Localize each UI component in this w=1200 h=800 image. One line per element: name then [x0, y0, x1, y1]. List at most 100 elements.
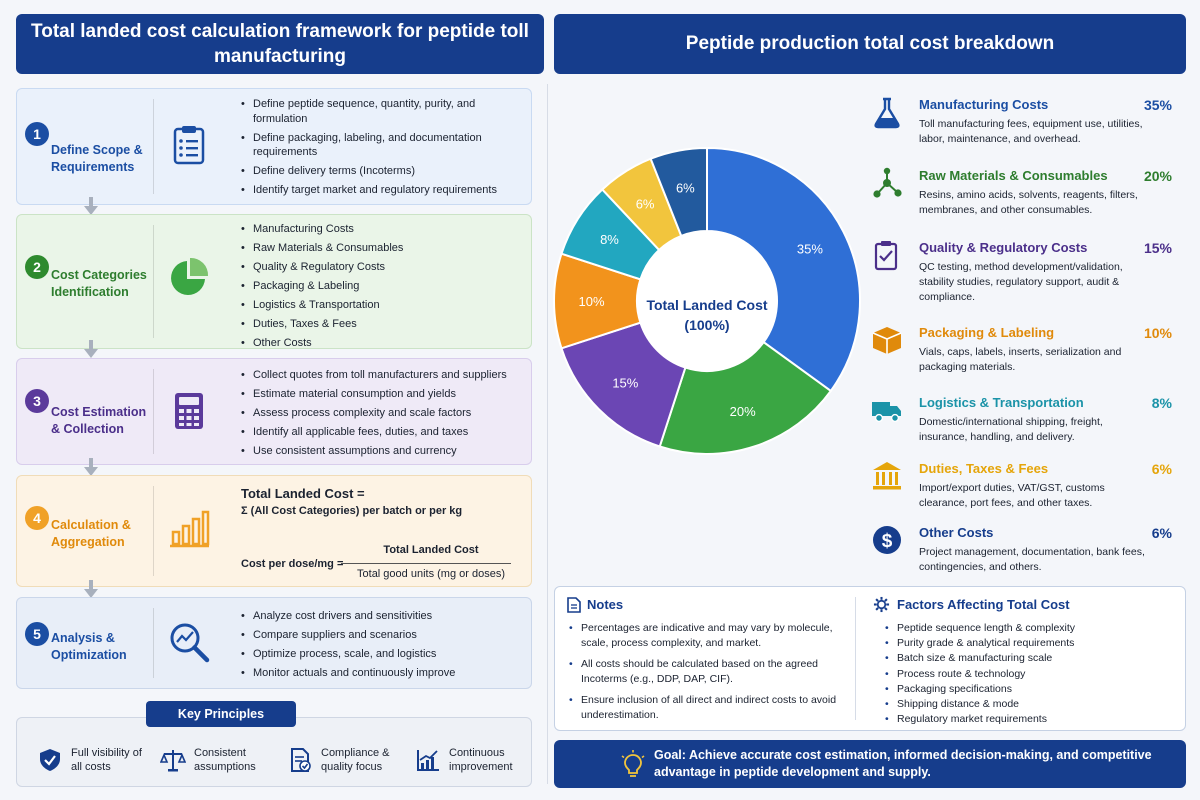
clipboard-icon — [173, 126, 205, 165]
legend-percent: 10% — [1143, 325, 1172, 341]
formula-denominator: Total good units (mg or doses) — [357, 568, 505, 580]
bar-chart-icon — [170, 510, 210, 548]
slice-percent-label: 6% — [676, 181, 695, 196]
bullet: Other Costs — [241, 336, 521, 351]
bullet: Analyze cost drivers and sensitivities — [241, 609, 521, 624]
principle-label: Compliance & quality focus — [321, 747, 390, 773]
factor-item: Batch size & manufacturing scale — [885, 651, 1175, 666]
bullet: Identify target market and regulatory re… — [241, 183, 521, 198]
step-2-bullets: Manufacturing Costs Raw Materials & Cons… — [241, 222, 521, 355]
bullet: Define delivery terms (Incoterms) — [241, 164, 521, 179]
step-title: Cost Estimation & Collection — [51, 405, 147, 436]
bullet: Packaging & Labeling — [241, 279, 521, 294]
calculator-icon — [175, 393, 203, 429]
column-divider — [547, 84, 548, 784]
legend-title: Packaging & Labeling — [919, 325, 1055, 340]
notes-divider — [855, 597, 856, 720]
breakdown-title: Peptide production total cost breakdown — [554, 14, 1186, 74]
molecule-icon — [873, 167, 902, 198]
fraction-bar — [341, 563, 511, 564]
shield-check-icon — [40, 749, 60, 771]
slice-percent-label: 8% — [600, 232, 619, 247]
step-1-bullets: Define peptide sequence, quantity, purit… — [241, 97, 521, 202]
lightbulb-icon — [621, 750, 645, 777]
flask-icon — [874, 97, 900, 129]
step-5-bullets: Analyze cost drivers and sensitivities C… — [241, 609, 521, 685]
bullet: Optimize process, scale, and logistics — [241, 647, 521, 662]
legend-percent: 6% — [1151, 461, 1172, 477]
step-number: 3 — [25, 389, 49, 413]
goal-banner: Goal: Achieve accurate cost estimation, … — [554, 740, 1186, 788]
legend-description: Project management, documentation, bank … — [919, 546, 1145, 573]
bullet: Estimate material consumption and yields — [241, 387, 521, 402]
framework-title: Total landed cost calculation framework … — [16, 14, 544, 74]
bullet: Use consistent assumptions and currency — [241, 444, 521, 459]
bullet: Manufacturing Costs — [241, 222, 521, 237]
step-title: Calculation & Aggregation — [51, 518, 131, 549]
step-number: 5 — [25, 622, 49, 646]
step-4-card: 4 Calculation & Aggregation Total Landed… — [16, 475, 532, 587]
bullet: Duties, Taxes & Fees — [241, 317, 521, 332]
center-label-line-1: Total Landed Cost — [646, 297, 767, 313]
legend-title: Manufacturing Costs — [919, 97, 1049, 112]
slice-percent-label: 20% — [730, 404, 756, 419]
bullet: Quality & Regulatory Costs — [241, 260, 521, 275]
note-item: Ensure inclusion of all direct and indir… — [569, 693, 845, 723]
factors-title: Factors Affecting Total Cost — [897, 597, 1070, 612]
legend-percent: 35% — [1143, 97, 1172, 113]
down-arrow-icon — [84, 197, 98, 215]
principle-label: Full visibility of all costs — [71, 747, 142, 773]
principle-label: Continuous improvement — [449, 747, 513, 773]
slice-percent-label: 6% — [636, 196, 655, 211]
notes-factors-panel: Notes Percentages are indicative and may… — [554, 586, 1186, 731]
principle-visibility: Full visibility of all costs — [37, 742, 143, 778]
box-icon — [872, 327, 902, 354]
legend-title: Raw Materials & Consumables — [919, 168, 1108, 183]
magnifier-chart-icon — [170, 623, 210, 663]
factor-item: Shipping distance & mode — [885, 697, 1175, 712]
legend-description: Resins, amino acids, solvents, reagents,… — [919, 189, 1138, 216]
key-principles-panel: Full visibility of all costs Consistent … — [16, 717, 532, 787]
bullet: Monitor actuals and continuously improve — [241, 666, 521, 681]
factor-item: Purity grade & analytical requirements — [885, 636, 1175, 651]
legend-percent: 20% — [1143, 168, 1172, 184]
legend-description: Import/export duties, VAT/GST, customs c… — [919, 482, 1105, 509]
balance-scale-icon — [160, 750, 186, 772]
key-principles-title: Key Principles — [146, 701, 296, 727]
factor-item: Peptide sequence length & complexity — [885, 621, 1175, 636]
note-icon — [567, 597, 581, 613]
down-arrow-icon — [84, 458, 98, 476]
bank-icon — [873, 462, 901, 490]
step-3-card: 3 Cost Estimation & Collection Collect q… — [16, 358, 532, 465]
legend-description: Vials, caps, labels, inserts, serializat… — [919, 346, 1122, 373]
step-1-card: 1 Define Scope & Requirements Define pep… — [16, 88, 532, 205]
legend-description: Toll manufacturing fees, equipment use, … — [919, 118, 1143, 145]
bullet: Define peptide sequence, quantity, purit… — [241, 97, 521, 126]
note-item: All costs should be calculated based on … — [569, 657, 845, 687]
legend-title: Other Costs — [919, 525, 994, 540]
notes-title: Notes — [587, 597, 624, 612]
legend-description: QC testing, method development/validatio… — [919, 261, 1123, 303]
formula-line-1: Total Landed Cost = — [241, 486, 365, 501]
dollar-icon: $ — [873, 526, 901, 554]
legend-title: Duties, Taxes & Fees — [919, 461, 1049, 476]
slice-percent-label: 15% — [612, 376, 638, 391]
factor-item: Process route & technology — [885, 667, 1175, 682]
legend-percent: 8% — [1151, 395, 1172, 411]
notes-list: Percentages are indicative and may vary … — [569, 621, 845, 729]
note-item: Percentages are indicative and may vary … — [569, 621, 845, 651]
truck-icon — [872, 402, 901, 423]
step-3-bullets: Collect quotes from toll manufacturers a… — [241, 368, 521, 463]
step-number: 4 — [25, 506, 49, 530]
principle-consistent: Consistent assumptions — [160, 742, 266, 778]
formula-line-2: Σ (All Cost Categories) per batch or per… — [241, 505, 463, 517]
step-title: Define Scope & Requirements — [51, 143, 143, 174]
clipboard-check-icon — [874, 241, 898, 271]
step-2-card: 2 Cost Categories Identification Manufac… — [16, 214, 532, 350]
step-separator — [153, 369, 154, 454]
principle-compliance: Compliance & quality focus — [287, 742, 401, 778]
step-separator — [153, 608, 154, 678]
slice-percent-label: 10% — [578, 294, 604, 309]
bullet: Compare suppliers and scenarios — [241, 628, 521, 643]
